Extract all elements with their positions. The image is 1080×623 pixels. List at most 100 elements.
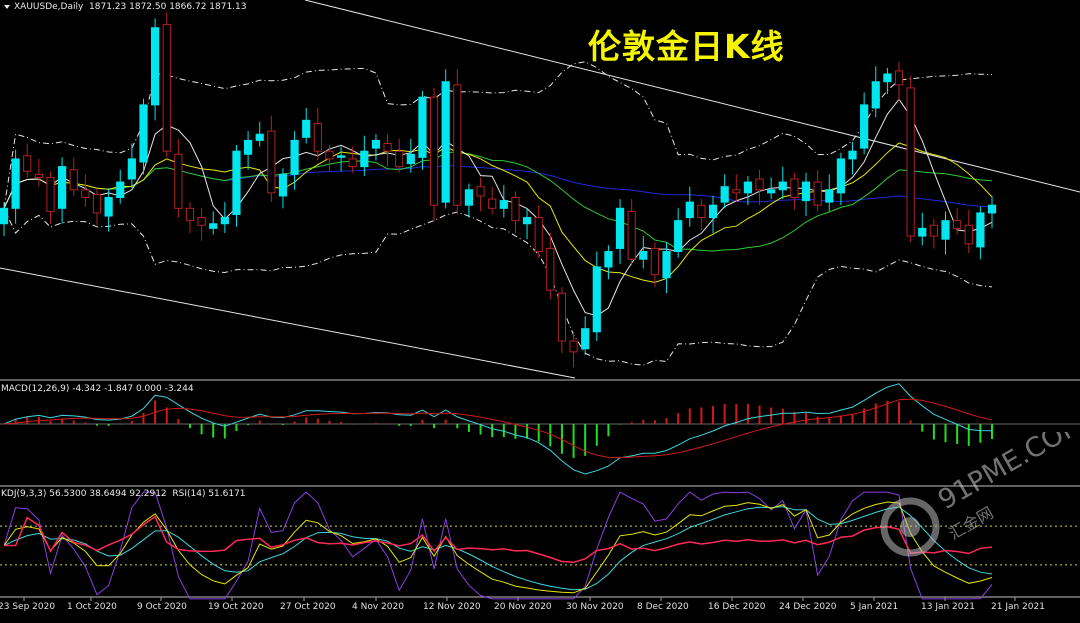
candle-body [708, 204, 718, 219]
candle-body [58, 166, 67, 209]
candle-body [964, 224, 973, 245]
candle-body [499, 200, 508, 209]
candle-body [81, 189, 90, 198]
kdj-j-line [3, 491, 993, 600]
candle-body [371, 139, 381, 149]
candle-body [743, 181, 753, 194]
symbol-label: XAUUSDe,Daily [14, 2, 84, 12]
channel-upper-line [304, 0, 1080, 193]
candle-body [639, 251, 648, 260]
candle-body [23, 155, 32, 172]
candle-body [755, 178, 764, 191]
x-axis-tick-label: 5 Jan 2021 [850, 602, 899, 612]
candle-body [267, 130, 276, 194]
candle-body [546, 247, 555, 291]
candle-body [46, 176, 55, 212]
candle-body [127, 158, 136, 180]
candle-body [790, 178, 799, 198]
x-axis-tick-label: 12 Nov 2020 [423, 602, 481, 612]
candle-body [383, 142, 392, 152]
candle-body [825, 189, 834, 203]
candle-body [941, 220, 950, 240]
candle-body [325, 150, 334, 160]
candle-body [569, 340, 578, 353]
candle-body [290, 139, 299, 175]
candle-body [848, 150, 857, 160]
x-axis-tick-label: 27 Oct 2020 [280, 602, 336, 612]
x-axis-tick-label: 13 Jan 2021 [921, 602, 975, 612]
candle-body [662, 251, 671, 279]
candle-body [801, 181, 811, 202]
candle-body [220, 217, 229, 225]
candle-body [720, 186, 729, 203]
candle-body [104, 197, 113, 217]
candle-body [976, 212, 985, 248]
candle-body [581, 328, 590, 350]
x-axis-tick-label: 21 Jan 2021 [991, 602, 1045, 612]
candle-body [476, 186, 485, 197]
candle-body [953, 220, 962, 229]
candle-body [441, 81, 450, 203]
ma-short-line [3, 98, 993, 317]
candle-body [604, 251, 613, 268]
candle-body [151, 27, 160, 106]
kdj-d-line [3, 506, 993, 591]
candle-body [464, 189, 474, 206]
candle-body [11, 158, 20, 209]
candle-body [918, 227, 927, 237]
candle-body [429, 96, 439, 206]
x-axis-tick-label: 9 Oct 2020 [137, 602, 187, 612]
candle-body [313, 122, 322, 152]
candle-body [860, 104, 869, 149]
candle-body [778, 181, 787, 191]
main-header: XAUUSDe,Daily 1871.23 1872.50 1866.72 18… [4, 2, 247, 12]
x-axis-tick-label: 1 Oct 2020 [67, 602, 117, 612]
candle-body [813, 181, 822, 206]
x-axis-tick-label: 19 Oct 2020 [208, 602, 264, 612]
candle-body [336, 155, 346, 158]
candle-body [243, 139, 253, 155]
candle-body [650, 247, 660, 276]
x-axis-tick-label: 24 Dec 2020 [779, 602, 837, 612]
candle-body [767, 189, 776, 194]
candle-body [255, 133, 264, 141]
candle-body [34, 173, 43, 178]
x-axis-tick-label: 4 Nov 2020 [352, 602, 404, 612]
candle-body [871, 81, 880, 109]
candle-body [627, 210, 636, 260]
candle-body [406, 153, 415, 165]
candle-body [534, 217, 543, 253]
candle-body [139, 104, 148, 163]
candle-body [557, 292, 567, 342]
candle-body [511, 197, 520, 222]
channel-lower-line [0, 267, 576, 379]
macd-line [3, 383, 993, 475]
candle-body [929, 224, 938, 237]
x-axis-tick-label: 16 Dec 2020 [708, 602, 766, 612]
ohlc-values: 1871.23 1872.50 1866.72 1871.13 [89, 2, 247, 12]
candle-body [348, 158, 357, 168]
candle-body [174, 153, 183, 209]
candle-body [894, 70, 904, 86]
candle-body [732, 189, 741, 194]
macd-signal-line [3, 398, 993, 459]
candle-body [522, 217, 532, 225]
kdj-k-line [3, 501, 993, 594]
candle-body [209, 223, 218, 229]
candle-body [185, 207, 195, 222]
candle-body [592, 266, 601, 333]
candle-body [685, 201, 694, 219]
dropdown-caret-icon[interactable] [4, 4, 10, 9]
kdj-header: KDJ(9,3,3) 56.5300 38.6494 92.2912 RSI(1… [1, 489, 246, 499]
candle-body [278, 173, 288, 197]
candle-body [395, 150, 404, 168]
bollinger-lower [3, 208, 993, 366]
candle-body [197, 217, 206, 226]
candle-body [453, 84, 462, 206]
candle-body [615, 207, 625, 249]
candle-body [92, 193, 102, 214]
candle-body [883, 73, 892, 83]
candle-body [906, 87, 915, 237]
candle-body [116, 181, 125, 198]
